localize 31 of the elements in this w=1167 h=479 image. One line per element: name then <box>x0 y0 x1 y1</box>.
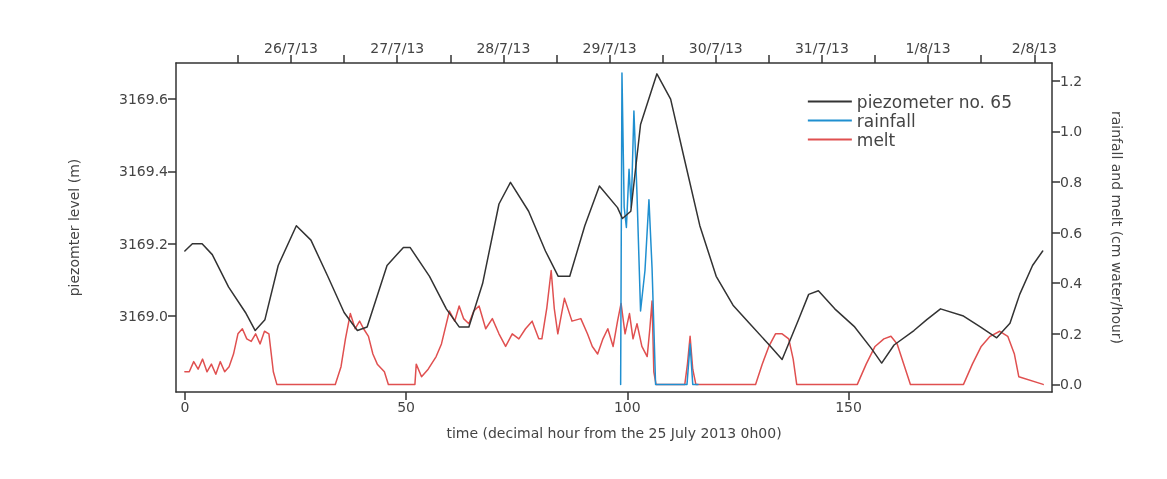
x2-tick-label: 27/7/13 <box>370 40 425 56</box>
x-tick-label: 0 <box>180 399 190 415</box>
y-tick-label: 3169.2 <box>119 235 168 252</box>
x-tick-label: 50 <box>397 399 415 415</box>
x2-tick-label: 31/7/13 <box>794 40 849 56</box>
line-series <box>184 73 1044 364</box>
x2-tick-label: 29/7/13 <box>582 40 637 56</box>
y2-tick-label: 1.0 <box>1060 123 1083 140</box>
y2-tick-label: 1.2 <box>1060 72 1083 89</box>
y2-tick-label: 0.8 <box>1060 173 1083 190</box>
y-tick-label: 3169.6 <box>119 91 169 108</box>
y2-tick-label: 0.6 <box>1060 224 1083 241</box>
line-series <box>184 269 1044 386</box>
x2-tick-label: 1/8/13 <box>905 40 951 56</box>
y2-axis-title: rainfall and melt (cm water/hour) <box>1109 110 1125 345</box>
x-tick-label: 150 <box>835 399 862 415</box>
x2-tick-label: 2/8/13 <box>1011 40 1057 56</box>
legend-label: melt <box>856 129 896 150</box>
x2-tick-label: 28/7/13 <box>476 40 531 56</box>
legend-label: piezometer no. 65 <box>856 91 1013 112</box>
x2-tick-label: 26/7/13 <box>264 40 319 56</box>
y2-tick-label: 0.4 <box>1060 275 1083 292</box>
y2-tick-label: 0.2 <box>1060 325 1083 342</box>
y-tick-label: 3169.0 <box>119 308 168 325</box>
y2-tick-label: 0.0 <box>1060 376 1083 393</box>
y-tick-label: 3169.4 <box>119 163 169 180</box>
x2-tick-label: 30/7/13 <box>688 40 743 56</box>
y-axis-title: piezomter level (m) <box>66 158 82 297</box>
line-series <box>619 72 699 386</box>
x-tick-label: 100 <box>613 399 641 415</box>
x-axis-title: time (decimal hour from the 25 July 2013 0h00) <box>446 425 782 441</box>
